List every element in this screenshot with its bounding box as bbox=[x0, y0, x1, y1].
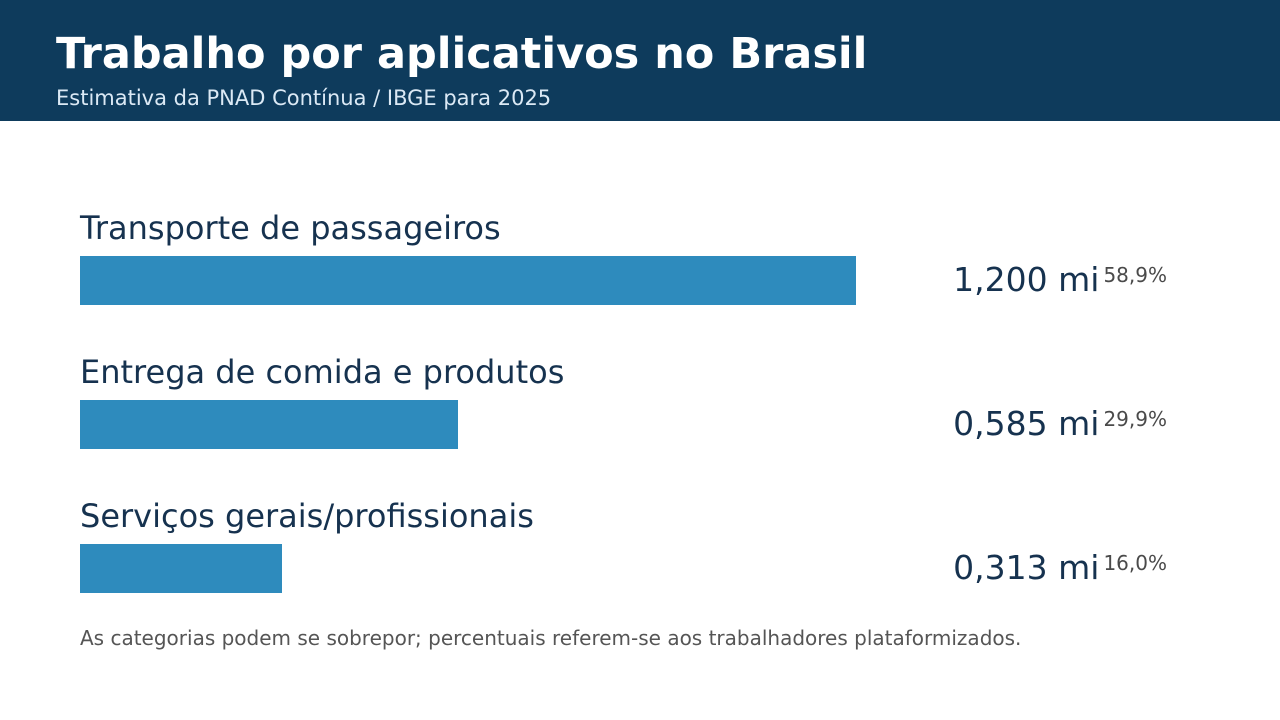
bar bbox=[80, 256, 856, 305]
category-label: Transporte de passageiros bbox=[80, 209, 501, 247]
bar bbox=[80, 544, 282, 593]
page-subtitle: Estimativa da PNAD Contínua / IBGE para … bbox=[56, 86, 552, 110]
chart-row: Entrega de comida e produtos 0,585 mi 29,9… bbox=[0, 352, 1280, 462]
page-title: Trabalho por aplicativos no Brasil bbox=[56, 29, 868, 79]
value-label: 1,200 mi bbox=[953, 260, 1100, 299]
value-label: 0,313 mi bbox=[953, 548, 1100, 587]
category-label: Entrega de comida e produtos bbox=[80, 353, 565, 391]
percent-label: 16,0% bbox=[1103, 551, 1167, 575]
value-group: 0,585 mi 29,9% bbox=[953, 402, 1167, 446]
bar bbox=[80, 400, 458, 449]
header-banner: Trabalho por aplicativos no Brasil Estim… bbox=[0, 0, 1280, 121]
value-label: 0,585 mi bbox=[953, 404, 1100, 443]
chart-row: Serviços gerais/profissionais 0,313 mi 16,… bbox=[0, 496, 1280, 606]
percent-label: 58,9% bbox=[1103, 263, 1167, 287]
category-label: Serviços gerais/profissionais bbox=[80, 497, 534, 535]
value-group: 0,313 mi 16,0% bbox=[953, 546, 1167, 590]
footnote: As categorias podem se sobrepor; percent… bbox=[80, 626, 1022, 650]
chart-row: Transporte de passageiros 1,200 mi 58,9% bbox=[0, 208, 1280, 318]
percent-label: 29,9% bbox=[1103, 407, 1167, 431]
value-group: 1,200 mi 58,9% bbox=[953, 258, 1167, 302]
